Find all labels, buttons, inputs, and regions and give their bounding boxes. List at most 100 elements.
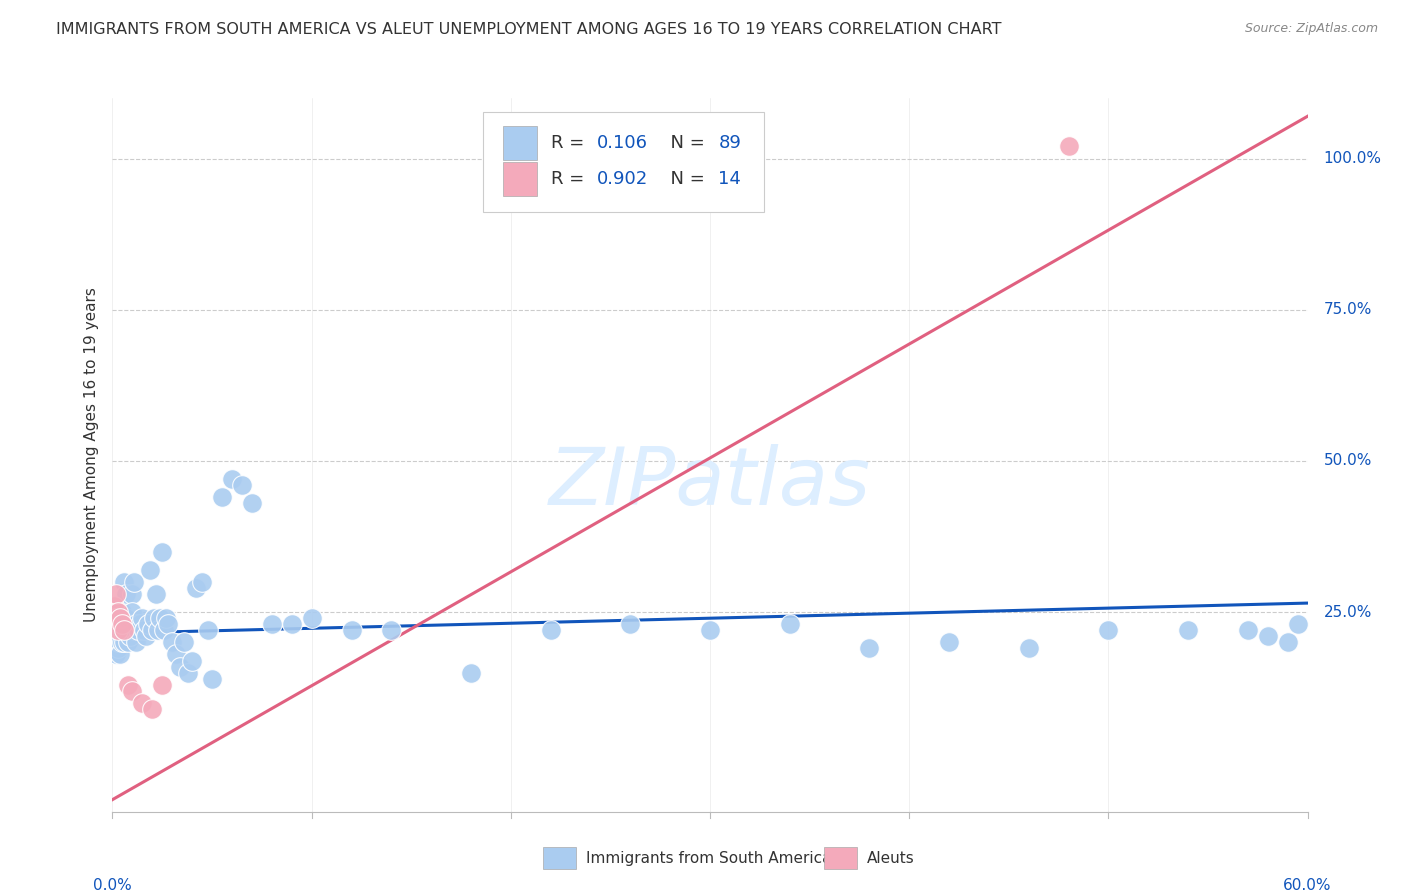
Point	[619, 617, 641, 632]
Text: IMMIGRANTS FROM SOUTH AMERICA VS ALEUT UNEMPLOYMENT AMONG AGES 16 TO 19 YEARS CO: IMMIGRANTS FROM SOUTH AMERICA VS ALEUT U…	[56, 22, 1001, 37]
Point	[186, 581, 208, 595]
Point	[105, 611, 128, 625]
Point	[157, 617, 180, 632]
Point	[141, 702, 163, 716]
Point	[117, 678, 139, 692]
Point	[111, 617, 134, 632]
Y-axis label: Unemployment Among Ages 16 to 19 years: Unemployment Among Ages 16 to 19 years	[83, 287, 98, 623]
Text: 0.106: 0.106	[596, 134, 648, 152]
Text: Immigrants from South America: Immigrants from South America	[586, 851, 831, 865]
Point	[107, 641, 129, 656]
Text: Aleuts: Aleuts	[866, 851, 914, 865]
FancyBboxPatch shape	[543, 847, 576, 869]
Point	[150, 678, 173, 692]
Point	[120, 629, 142, 643]
Point	[107, 624, 129, 638]
Point	[103, 629, 125, 643]
Point	[221, 472, 243, 486]
Text: R =: R =	[551, 134, 591, 152]
Point	[115, 624, 138, 638]
Point	[115, 611, 138, 625]
Point	[1018, 641, 1040, 656]
Point	[150, 544, 173, 558]
Text: Source: ZipAtlas.com: Source: ZipAtlas.com	[1244, 22, 1378, 36]
Point	[120, 617, 142, 632]
Point	[181, 654, 204, 668]
Point	[124, 574, 146, 589]
Point	[110, 611, 132, 625]
Point	[201, 672, 224, 686]
Point	[153, 624, 176, 638]
Point	[240, 496, 263, 510]
Point	[110, 648, 132, 662]
Point	[173, 635, 195, 649]
Point	[121, 605, 143, 619]
Text: ZIPatlas: ZIPatlas	[548, 444, 872, 523]
Point	[121, 683, 143, 698]
Point	[699, 624, 721, 638]
Point	[177, 665, 200, 680]
FancyBboxPatch shape	[484, 112, 763, 212]
Point	[1286, 617, 1309, 632]
Point	[114, 624, 135, 638]
Point	[149, 611, 172, 625]
Point	[110, 617, 132, 632]
Point	[165, 648, 187, 662]
Point	[107, 624, 129, 638]
Point	[1057, 139, 1080, 153]
Text: 60.0%: 60.0%	[1284, 879, 1331, 892]
Point	[105, 611, 128, 625]
Point	[125, 635, 148, 649]
Point	[162, 635, 183, 649]
Point	[460, 665, 482, 680]
Point	[105, 624, 128, 638]
Point	[105, 587, 128, 601]
Point	[169, 659, 191, 673]
Point	[1257, 629, 1279, 643]
Point	[281, 617, 304, 632]
Point	[121, 587, 143, 601]
Point	[105, 629, 128, 643]
Point	[127, 624, 149, 638]
Point	[103, 617, 125, 632]
Point	[1177, 624, 1199, 638]
Point	[105, 635, 128, 649]
Point	[148, 624, 170, 638]
Point	[139, 563, 162, 577]
Text: 89: 89	[718, 134, 741, 152]
Point	[138, 617, 160, 632]
Point	[858, 641, 880, 656]
Text: N =: N =	[658, 169, 710, 187]
Point	[135, 629, 157, 643]
Point	[107, 635, 129, 649]
Point	[107, 617, 129, 632]
Text: R =: R =	[551, 169, 591, 187]
Point	[125, 617, 148, 632]
Text: 14: 14	[718, 169, 741, 187]
Point	[191, 574, 214, 589]
Point	[134, 624, 156, 638]
Point	[114, 635, 135, 649]
Point	[103, 624, 125, 638]
Text: N =: N =	[658, 134, 710, 152]
Text: 0.0%: 0.0%	[93, 879, 132, 892]
Point	[1097, 624, 1119, 638]
Text: 25.0%: 25.0%	[1323, 605, 1372, 620]
Point	[105, 648, 128, 662]
Text: 75.0%: 75.0%	[1323, 302, 1372, 318]
Point	[105, 599, 128, 613]
Point	[114, 624, 135, 638]
Point	[131, 696, 153, 710]
Point	[129, 617, 152, 632]
Point	[103, 635, 125, 649]
Point	[103, 599, 125, 613]
Point	[111, 624, 134, 638]
Point	[111, 635, 134, 649]
Point	[540, 624, 562, 638]
Point	[111, 605, 134, 619]
Point	[110, 624, 132, 638]
Point	[117, 624, 139, 638]
Point	[107, 605, 129, 619]
Point	[103, 641, 125, 656]
Point	[110, 635, 132, 649]
